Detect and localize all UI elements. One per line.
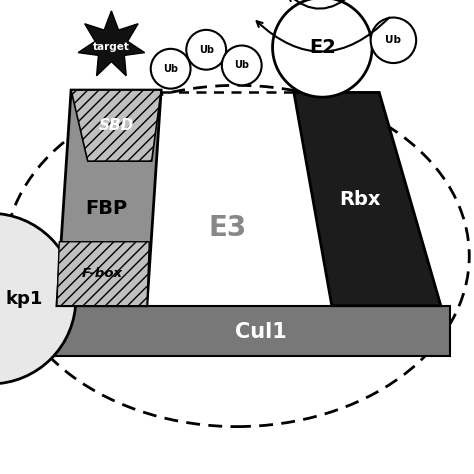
Circle shape bbox=[151, 49, 191, 89]
Text: Cul1: Cul1 bbox=[235, 322, 287, 342]
Text: Ub: Ub bbox=[199, 45, 214, 55]
Text: F-box: F-box bbox=[82, 267, 122, 281]
Circle shape bbox=[222, 46, 262, 85]
Text: SBD: SBD bbox=[99, 118, 134, 133]
Text: Rbx: Rbx bbox=[339, 190, 381, 209]
Text: Ub: Ub bbox=[163, 64, 178, 74]
Polygon shape bbox=[71, 90, 161, 161]
Polygon shape bbox=[78, 11, 145, 76]
Polygon shape bbox=[294, 92, 441, 306]
Text: Ub: Ub bbox=[385, 35, 401, 46]
Text: FBP: FBP bbox=[86, 199, 128, 218]
Circle shape bbox=[0, 213, 76, 384]
Text: target: target bbox=[93, 42, 130, 53]
Text: Ub: Ub bbox=[234, 60, 249, 71]
Polygon shape bbox=[24, 306, 450, 356]
Circle shape bbox=[371, 18, 416, 63]
Circle shape bbox=[273, 0, 372, 97]
Polygon shape bbox=[57, 242, 149, 306]
Polygon shape bbox=[57, 90, 161, 306]
Text: E3: E3 bbox=[209, 213, 246, 242]
Text: kp1: kp1 bbox=[5, 290, 42, 308]
FancyArrowPatch shape bbox=[288, 0, 354, 9]
Text: E2: E2 bbox=[309, 38, 336, 57]
Circle shape bbox=[186, 30, 226, 70]
